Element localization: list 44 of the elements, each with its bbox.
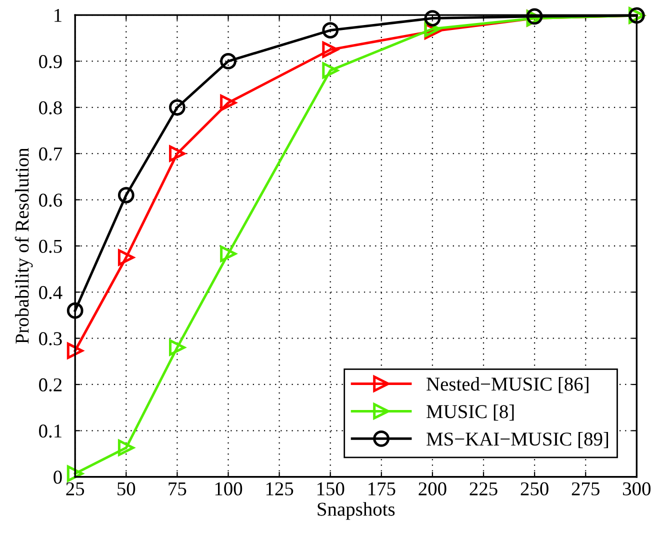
point (169, 145, 186, 162)
point (66, 302, 84, 319)
y-tick-label: 0.5 (39, 240, 62, 253)
y-tick-label: 0.9 (39, 55, 62, 68)
x-tick-label: 275 (572, 482, 600, 496)
point (220, 94, 236, 111)
point (66, 465, 84, 482)
point (220, 53, 236, 70)
x-tick-label: 225 (470, 482, 498, 496)
point (322, 22, 339, 38)
y-tick-label: 0.2 (39, 378, 62, 392)
y-tick-label: 0.4 (39, 286, 62, 300)
x-tick-label: 25 (66, 482, 84, 496)
y-tick-label: 0.8 (39, 101, 62, 114)
y-tick-label: 0.7 (39, 147, 62, 161)
point (220, 246, 236, 262)
y-tick-label: 0.6 (39, 194, 62, 207)
x-tick-label: 125 (266, 482, 294, 496)
legend-label: MUSIC [8] (426, 404, 514, 421)
x-tick-label: 175 (368, 482, 396, 496)
point (424, 10, 441, 26)
x-tick-label: 50 (118, 482, 136, 496)
x-tick-label: 100 (215, 482, 242, 496)
point (169, 99, 186, 116)
y-axis-title: Probability of Resolution (14, 148, 33, 344)
point (66, 342, 84, 359)
point (322, 41, 339, 58)
y-tick-label: 0.1 (39, 424, 62, 438)
point (118, 186, 134, 204)
point (118, 440, 134, 456)
x-tick-label: 200 (418, 482, 446, 496)
x-tick-label: 75 (168, 482, 186, 496)
y-tick-label: 1 (54, 8, 62, 22)
x-tick-label: 250 (520, 482, 548, 496)
point (118, 249, 134, 266)
x-tick-label: 300 (623, 482, 651, 496)
legend-label: Nested−MUSIC [86] (426, 377, 588, 394)
x-tick-label: 150 (317, 482, 344, 496)
y-tick-label: 0 (54, 470, 62, 484)
legend-label: MS−KAI−MUSIC [89] (426, 432, 608, 448)
x-axis-title: Snapshots (318, 502, 395, 520)
point (169, 339, 186, 356)
point (322, 62, 339, 79)
y-tick-label: 0.3 (39, 332, 62, 346)
